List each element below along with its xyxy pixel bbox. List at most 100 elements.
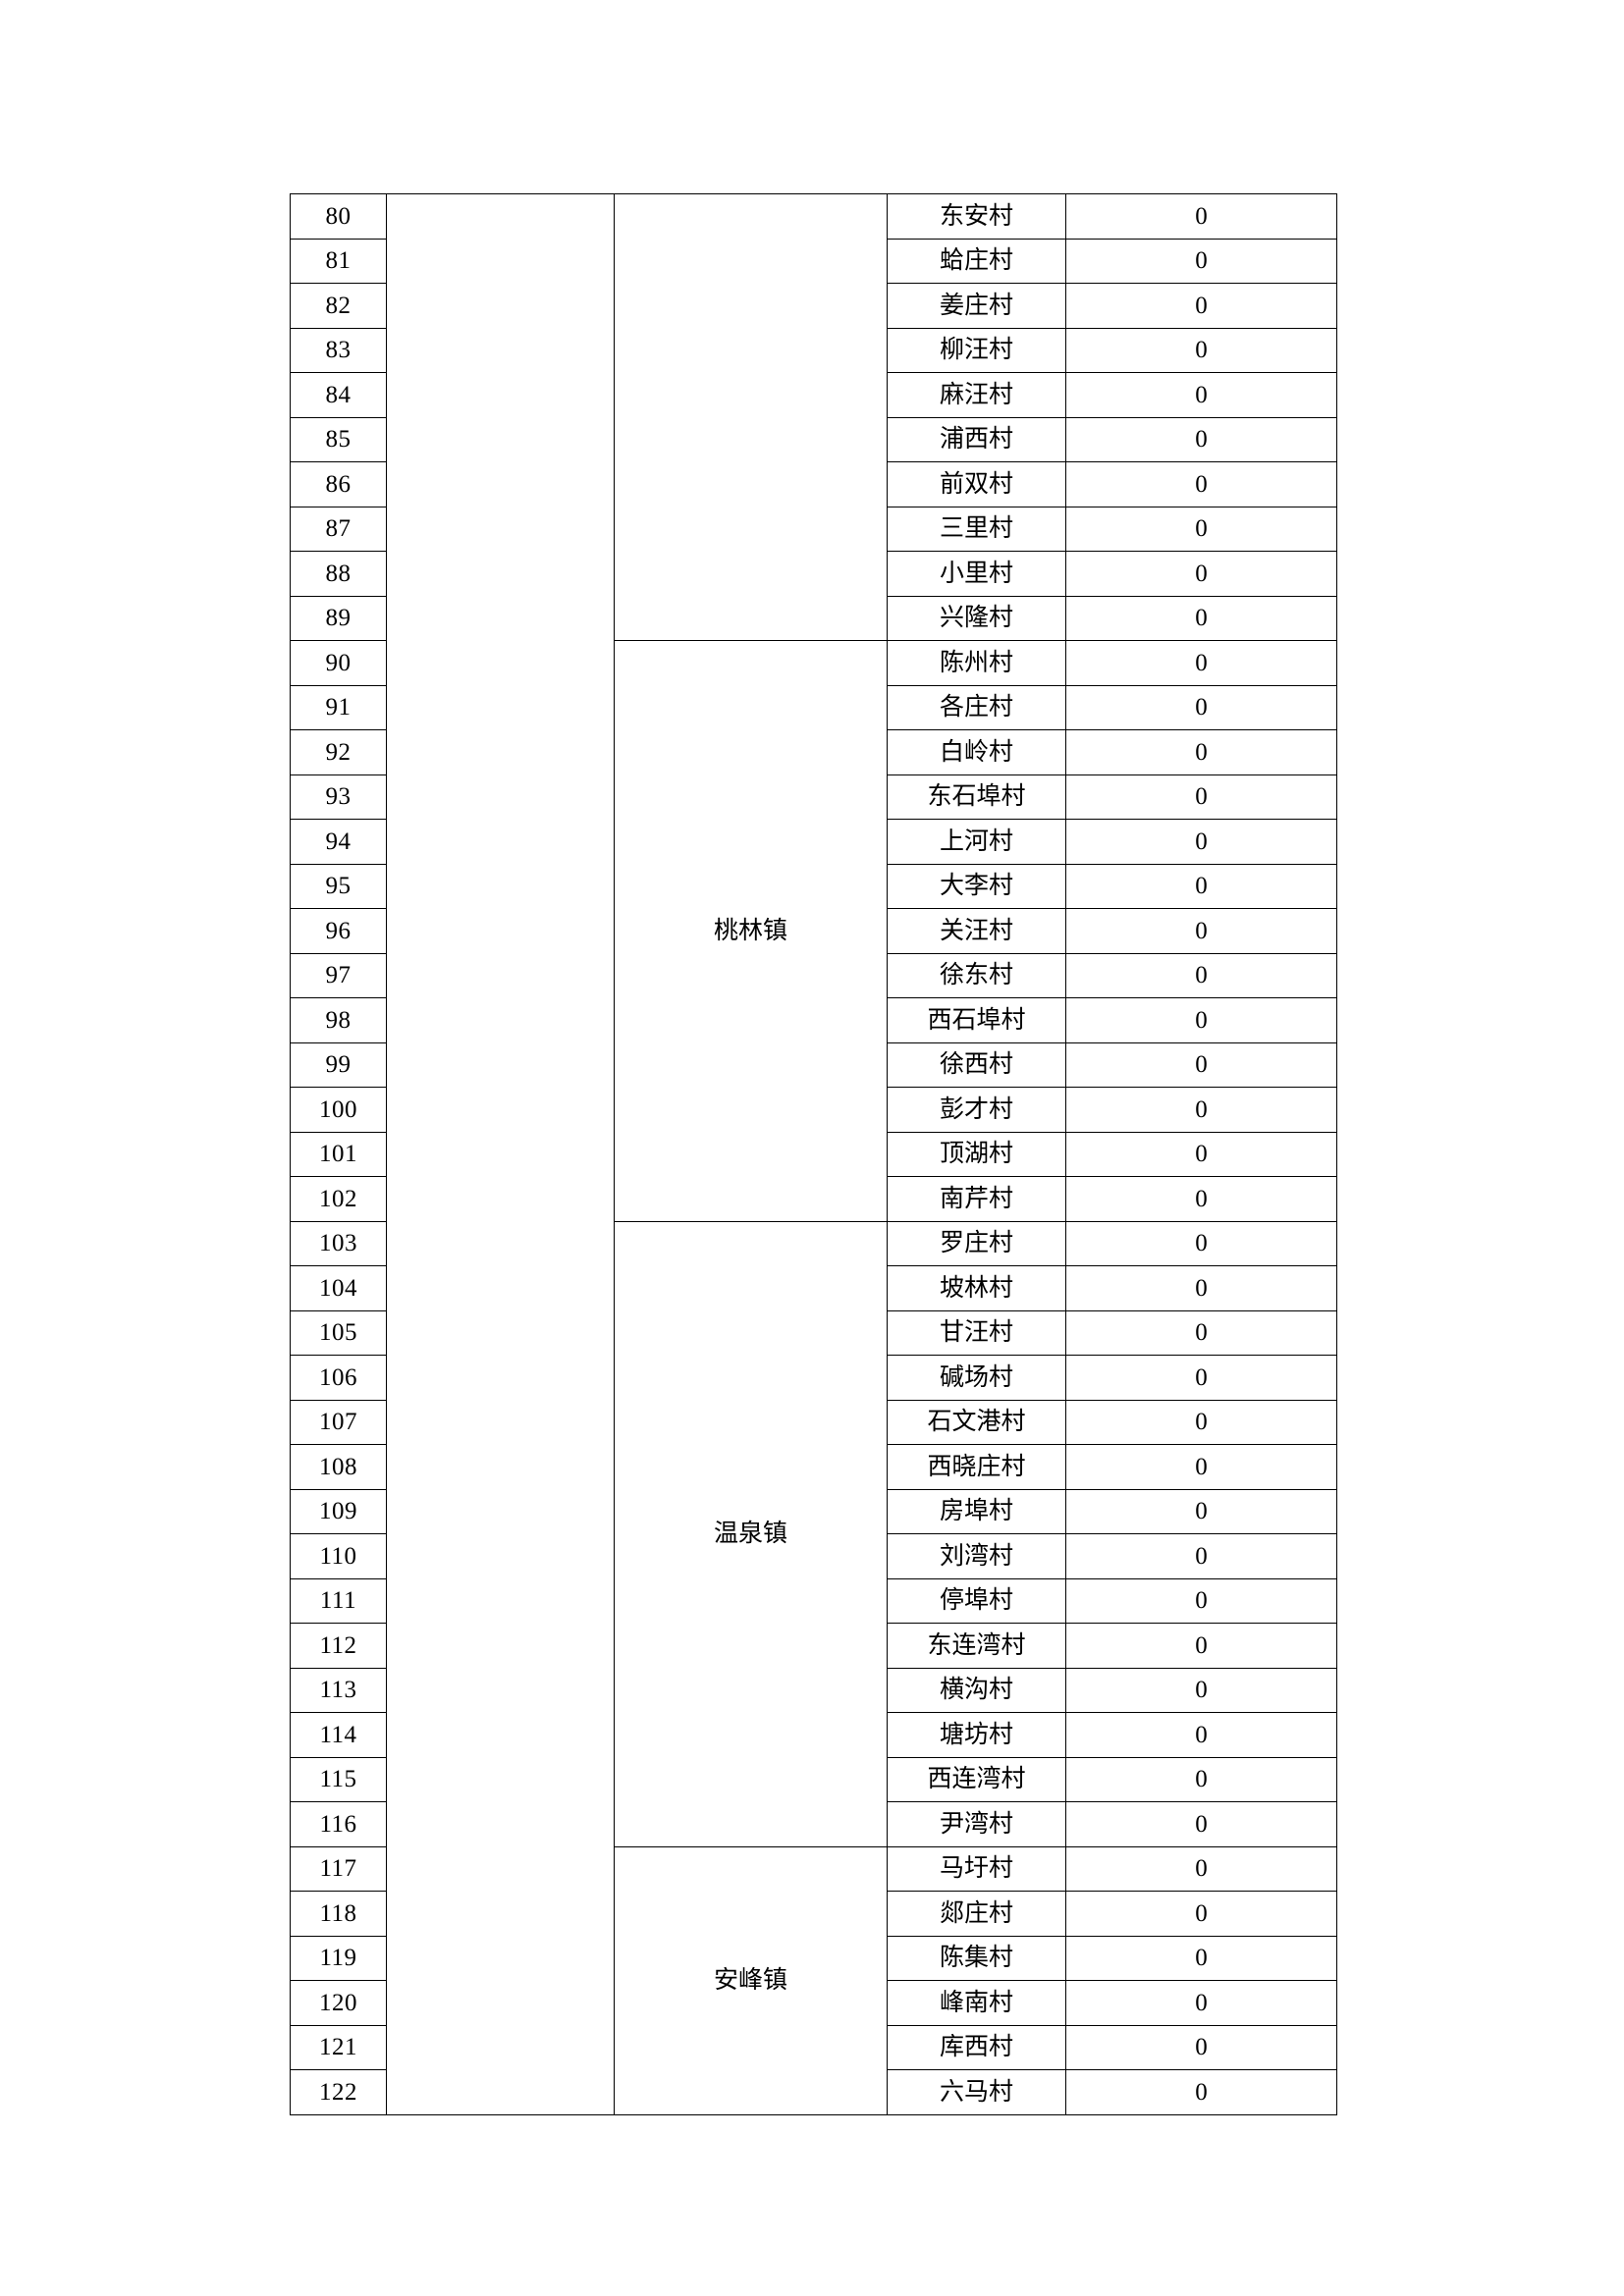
village-name-cell: 六马村 xyxy=(887,2069,1066,2115)
table-row: 115 西连湾村 0 xyxy=(290,1756,1337,1802)
row-index-cell: 95 xyxy=(290,863,387,909)
row-index-cell: 115 xyxy=(290,1756,387,1802)
village-name-cell: 三里村 xyxy=(887,506,1066,552)
table-row: 90 桃林镇 陈州村 0 xyxy=(290,640,1337,1222)
row-index-cell: 118 xyxy=(290,1891,387,1937)
village-name-cell: 罗庄村 xyxy=(887,1220,1066,1266)
village-name-cell: 横沟村 xyxy=(887,1667,1066,1713)
value-cell: 0 xyxy=(1065,372,1337,418)
table-row: 83 柳汪村 0 xyxy=(290,327,1337,373)
village-name-cell: 西晓庄村 xyxy=(887,1444,1066,1490)
village-name-cell: 彭才村 xyxy=(887,1087,1066,1133)
village-table-container: 80 东安村 0 81 蛤庄村 0 82 姜庄村 0 83 柳汪村 0 84 麻汪村 0 85 浦西村 0 86 前双… xyxy=(290,193,1337,2115)
value-cell: 0 xyxy=(1065,283,1337,329)
value-cell: 0 xyxy=(1065,997,1337,1043)
row-index-cell: 105 xyxy=(290,1309,387,1356)
row-index-cell: 84 xyxy=(290,372,387,418)
row-index-cell: 111 xyxy=(290,1577,387,1624)
table-row: 122 六马村 0 xyxy=(290,2069,1337,2115)
table-row: 81 蛤庄村 0 xyxy=(290,238,1337,284)
table-row: 93 东石埠村 0 xyxy=(290,774,1337,820)
value-cell: 0 xyxy=(1065,2069,1337,2115)
row-index-cell: 98 xyxy=(290,997,387,1043)
row-index-cell: 116 xyxy=(290,1801,387,1847)
table-row: 119 陈集村 0 xyxy=(290,1935,1337,1981)
value-cell: 0 xyxy=(1065,1176,1337,1222)
value-cell: 0 xyxy=(1065,551,1337,597)
table-row: 87 三里村 0 xyxy=(290,506,1337,552)
value-cell: 0 xyxy=(1065,595,1337,641)
row-index-cell: 117 xyxy=(290,1845,387,1892)
row-index-cell: 87 xyxy=(290,506,387,552)
value-cell: 0 xyxy=(1065,1444,1337,1490)
value-cell: 0 xyxy=(1065,774,1337,820)
value-cell: 0 xyxy=(1065,952,1337,998)
value-cell: 0 xyxy=(1065,1533,1337,1579)
village-name-cell: 库西村 xyxy=(887,2024,1066,2070)
township-cell: 桃林镇 xyxy=(614,640,888,1222)
row-index-cell: 81 xyxy=(290,238,387,284)
row-index-cell: 92 xyxy=(290,729,387,775)
village-name-cell: 甘汪村 xyxy=(887,1309,1066,1356)
village-name-cell: 各庄村 xyxy=(887,684,1066,730)
village-name-cell: 上河村 xyxy=(887,819,1066,865)
table-row: 108 西晓庄村 0 xyxy=(290,1444,1337,1490)
village-name-cell: 马圩村 xyxy=(887,1845,1066,1892)
value-cell: 0 xyxy=(1065,1980,1337,2026)
village-name-cell: 陈州村 xyxy=(887,640,1066,686)
table-row: 104 坡林村 0 xyxy=(290,1265,1337,1311)
row-index-cell: 113 xyxy=(290,1667,387,1713)
value-cell: 0 xyxy=(1065,1801,1337,1847)
table-row: 96 关汪村 0 xyxy=(290,908,1337,954)
row-index-cell: 93 xyxy=(290,774,387,820)
value-cell: 0 xyxy=(1065,193,1337,240)
village-name-cell: 浦西村 xyxy=(887,416,1066,462)
village-name-cell: 兴隆村 xyxy=(887,595,1066,641)
row-index-cell: 86 xyxy=(290,461,387,507)
row-index-cell: 82 xyxy=(290,283,387,329)
value-cell: 0 xyxy=(1065,1399,1337,1445)
table-row: 80 东安村 0 xyxy=(290,193,1337,2115)
township-cell: 安峰镇 xyxy=(614,1845,888,2115)
row-index-cell: 106 xyxy=(290,1355,387,1401)
row-index-cell: 109 xyxy=(290,1488,387,1534)
village-name-cell: 东安村 xyxy=(887,193,1066,240)
table-row: 113 横沟村 0 xyxy=(290,1667,1337,1713)
value-cell: 0 xyxy=(1065,1935,1337,1981)
value-cell: 0 xyxy=(1065,1891,1337,1937)
village-name-cell: 西石埠村 xyxy=(887,997,1066,1043)
table-row: 105 甘汪村 0 xyxy=(290,1309,1337,1356)
value-cell: 0 xyxy=(1065,416,1337,462)
value-cell: 0 xyxy=(1065,729,1337,775)
village-name-cell: 石文港村 xyxy=(887,1399,1066,1445)
row-index-cell: 101 xyxy=(290,1131,387,1177)
village-statistics-table: 80 东安村 0 81 蛤庄村 0 82 姜庄村 0 83 柳汪村 0 84 麻汪村 0 85 浦西村 0 86 前双… xyxy=(290,193,1337,2115)
value-cell: 0 xyxy=(1065,1577,1337,1624)
village-name-cell: 南芹村 xyxy=(887,1176,1066,1222)
value-cell: 0 xyxy=(1065,1667,1337,1713)
row-index-cell: 122 xyxy=(290,2069,387,2115)
table-row: 112 东连湾村 0 xyxy=(290,1623,1337,1669)
row-index-cell: 80 xyxy=(290,193,387,240)
village-name-cell: 东石埠村 xyxy=(887,774,1066,820)
row-index-cell: 85 xyxy=(290,416,387,462)
township-cell: 温泉镇 xyxy=(614,1220,888,1847)
row-index-cell: 103 xyxy=(290,1220,387,1266)
table-row: 88 小里村 0 xyxy=(290,551,1337,597)
table-body: 80 东安村 0 81 蛤庄村 0 82 姜庄村 0 83 柳汪村 0 84 麻汪村 0 85 浦西村 0 86 前双… xyxy=(290,193,1337,2115)
table-row: 101 顶湖村 0 xyxy=(290,1131,1337,1177)
table-row: 98 西石埠村 0 xyxy=(290,997,1337,1043)
value-cell: 0 xyxy=(1065,1623,1337,1669)
row-index-cell: 102 xyxy=(290,1176,387,1222)
row-index-cell: 104 xyxy=(290,1265,387,1311)
row-index-cell: 89 xyxy=(290,595,387,641)
table-row: 118 郯庄村 0 xyxy=(290,1891,1337,1937)
row-index-cell: 112 xyxy=(290,1623,387,1669)
row-index-cell: 96 xyxy=(290,908,387,954)
row-index-cell: 121 xyxy=(290,2024,387,2070)
village-name-cell: 徐西村 xyxy=(887,1041,1066,1088)
value-cell: 0 xyxy=(1065,1756,1337,1802)
row-index-cell: 119 xyxy=(290,1935,387,1981)
table-row: 103 温泉镇 罗庄村 0 xyxy=(290,1220,1337,1847)
row-index-cell: 108 xyxy=(290,1444,387,1490)
